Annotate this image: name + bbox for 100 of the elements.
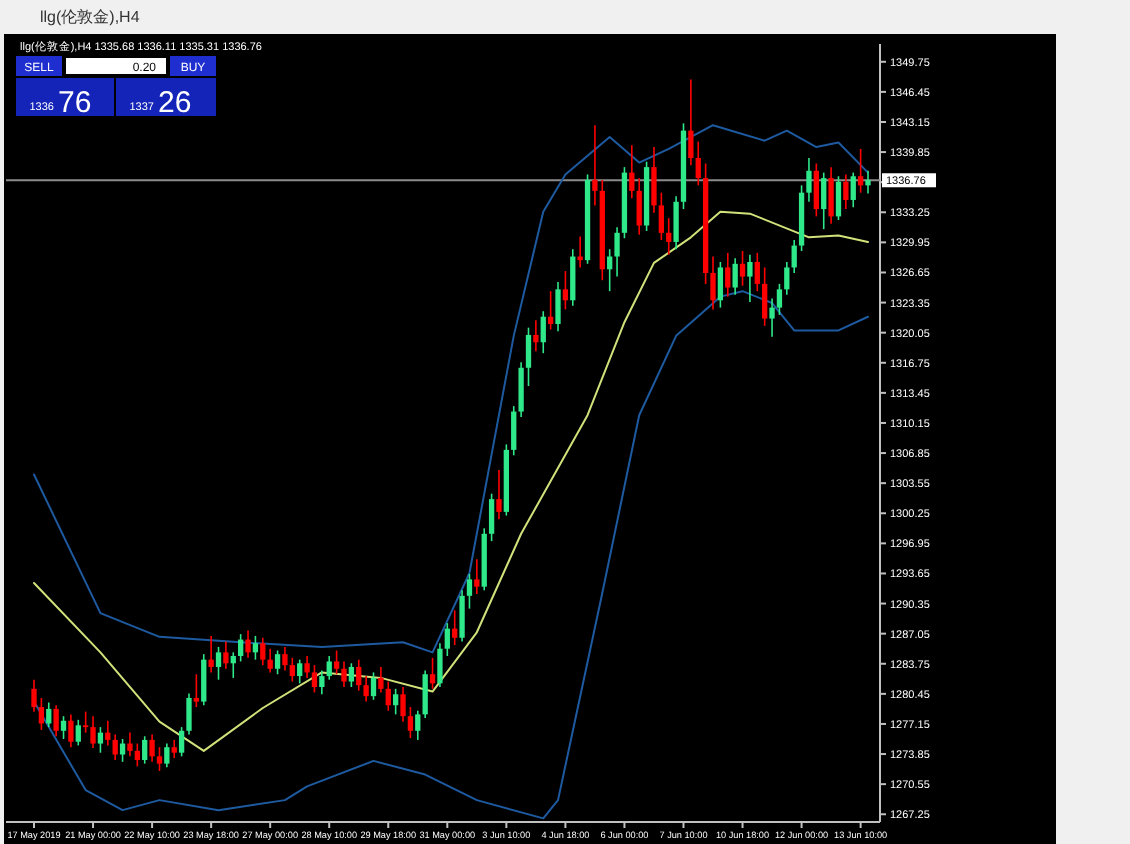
candlestick — [843, 173, 849, 210]
candlestick — [348, 662, 355, 688]
candlestick — [274, 649, 281, 676]
candlestick — [710, 255, 716, 311]
candlestick — [186, 692, 192, 736]
candlestick — [592, 124, 598, 207]
candlestick — [651, 146, 657, 214]
annotation: 76 — [58, 86, 92, 120]
candlestick — [385, 680, 391, 712]
candlestick — [83, 710, 89, 734]
candlestick — [540, 310, 546, 354]
line-series — [33, 124, 869, 654]
candlestick — [142, 735, 148, 765]
candlestick — [835, 175, 842, 221]
candlestick — [629, 144, 635, 199]
candlestick — [127, 731, 133, 758]
candlestick — [407, 706, 414, 739]
annotation: 26 — [158, 86, 192, 120]
candlestick — [614, 226, 620, 278]
candlestick — [245, 629, 251, 659]
candlestick — [75, 719, 81, 747]
candlestick — [525, 326, 532, 387]
candlestick — [164, 742, 170, 769]
candlestick — [282, 646, 288, 672]
candlestick — [828, 166, 834, 225]
candlestick — [68, 713, 74, 749]
candlestick — [149, 733, 155, 763]
candlestick — [208, 635, 214, 674]
candlestick — [171, 739, 177, 759]
candlestick — [474, 558, 480, 595]
candlestick — [356, 658, 362, 692]
candlestick — [821, 171, 827, 230]
candlestick — [46, 701, 52, 728]
candlestick — [31, 678, 37, 713]
candlestick — [488, 492, 495, 542]
candlestick — [658, 191, 664, 241]
candlestick — [739, 250, 746, 287]
candlestick — [747, 253, 753, 303]
candlestick — [97, 726, 104, 754]
candlestick — [341, 660, 347, 688]
candlestick — [533, 319, 539, 353]
candlestick — [178, 726, 185, 758]
candlestick — [636, 177, 642, 236]
candlestick — [112, 733, 118, 761]
candlestick — [666, 217, 672, 256]
candlestick — [238, 633, 244, 663]
candlestick — [570, 248, 576, 307]
candlestick — [156, 746, 163, 772]
candlestick — [119, 738, 126, 763]
candlestick — [776, 283, 783, 316]
candlestick — [289, 657, 295, 683]
candlestick — [850, 171, 856, 209]
line-series — [33, 210, 869, 752]
candlestick — [392, 688, 399, 716]
candlestick — [415, 709, 421, 741]
candlestick — [784, 261, 790, 296]
candlestick — [60, 715, 67, 740]
candlestick — [547, 290, 554, 331]
candlestick — [673, 195, 679, 251]
candlestick — [422, 669, 428, 719]
candlestick — [429, 657, 436, 690]
candlestick — [252, 635, 259, 661]
candlestick — [326, 655, 332, 681]
candlestick — [754, 252, 760, 292]
candlestick — [452, 609, 458, 646]
candlestick — [193, 673, 200, 708]
candlestick — [769, 297, 775, 338]
candlestick — [813, 162, 819, 218]
candlestick — [53, 704, 59, 738]
candlestick — [437, 642, 443, 688]
candlestick — [791, 239, 797, 274]
candlestick — [806, 157, 812, 203]
candlestick — [38, 697, 45, 731]
candlestick — [762, 266, 768, 327]
candlestick — [134, 742, 140, 768]
candlestick — [444, 622, 450, 657]
candlestick — [725, 252, 731, 298]
candlestick — [400, 686, 406, 723]
candlestick — [90, 715, 96, 749]
candlestick — [230, 651, 236, 679]
chart-title: llg(伦敦金),H4 — [40, 8, 141, 26]
candlestick — [223, 640, 229, 670]
candlestick — [201, 653, 207, 707]
candlestick — [105, 719, 111, 747]
candlestick — [466, 573, 473, 610]
candlestick — [732, 257, 738, 296]
candlestick — [459, 589, 465, 643]
candlestick — [304, 655, 310, 679]
candlestick — [555, 281, 561, 333]
candlestick — [215, 646, 222, 681]
candlestick — [370, 671, 377, 701]
candlestick — [260, 636, 266, 666]
candlestick — [311, 664, 318, 694]
candlestick — [297, 658, 303, 685]
candlestick — [857, 148, 864, 194]
candlestick — [496, 469, 502, 520]
candlestick — [717, 261, 724, 309]
candlestick — [319, 669, 325, 696]
candlestick — [865, 169, 871, 195]
candlestick — [267, 647, 273, 674]
